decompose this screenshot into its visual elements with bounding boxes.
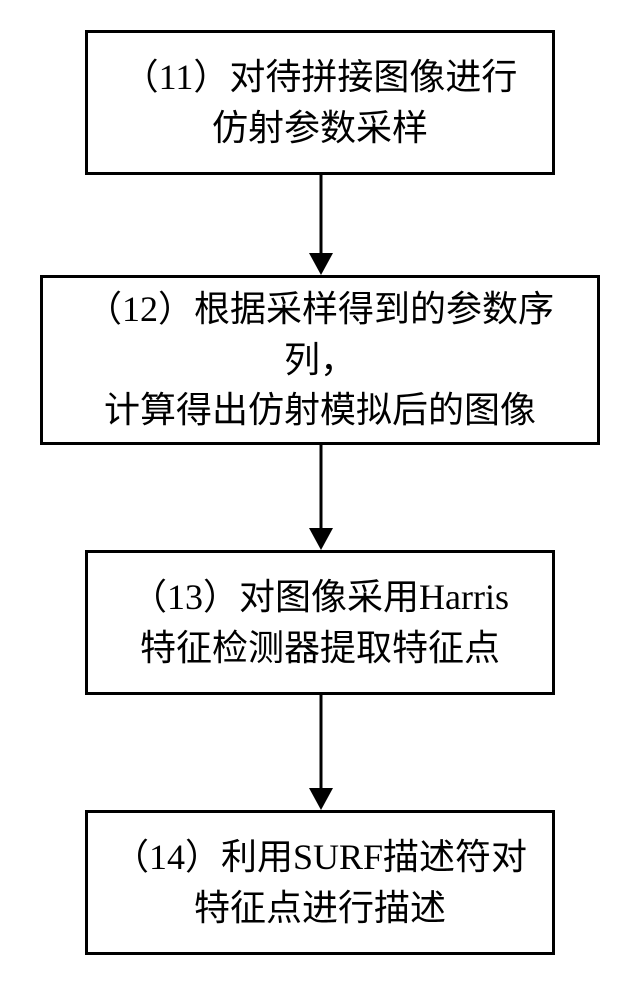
flow-arrowhead-1 — [309, 253, 333, 275]
flow-node-1: （11）对待拼接图像进行 仿射参数采样 — [85, 30, 555, 175]
flow-arrowhead-2 — [309, 528, 333, 550]
flow-arrow-1 — [319, 175, 322, 255]
flow-arrow-2 — [319, 445, 322, 530]
flow-node-3: （13）对图像采用Harris 特征检测器提取特征点 — [85, 550, 555, 695]
flowchart-canvas: （11）对待拼接图像进行 仿射参数采样 （12）根据采样得到的参数序列， 计算得… — [0, 0, 641, 1000]
flow-node-4: （14）利用SURF描述符对 特征点进行描述 — [85, 810, 555, 955]
flow-arrow-3 — [319, 695, 322, 790]
flow-node-3-label: （13）对图像采用Harris 特征检测器提取特征点 — [131, 572, 509, 673]
flow-node-4-label: （14）利用SURF描述符对 特征点进行描述 — [113, 832, 527, 933]
flow-arrowhead-3 — [309, 788, 333, 810]
flow-node-1-label: （11）对待拼接图像进行 仿射参数采样 — [123, 52, 518, 153]
flow-node-2-label: （12）根据采样得到的参数序列， 计算得出仿射模拟后的图像 — [63, 284, 577, 435]
flow-node-2: （12）根据采样得到的参数序列， 计算得出仿射模拟后的图像 — [40, 275, 600, 445]
